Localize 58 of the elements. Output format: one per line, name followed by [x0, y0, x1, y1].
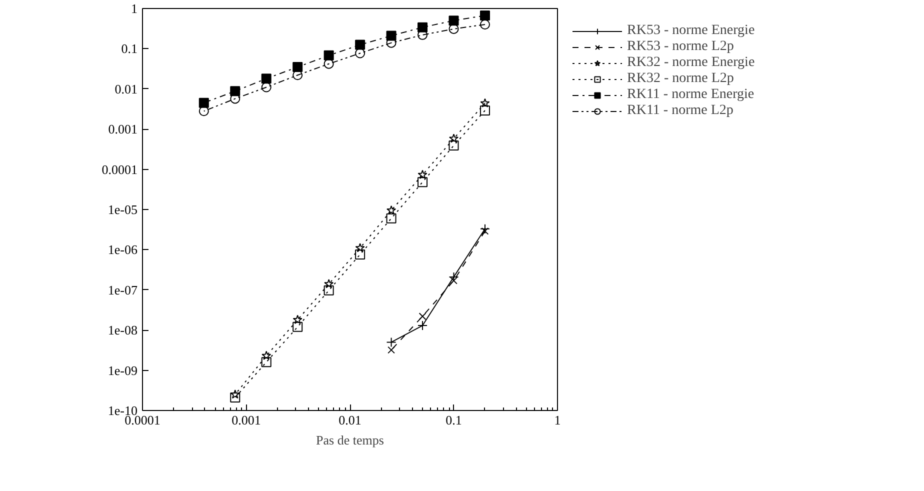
legend-label: RK53 - norme Energie — [627, 23, 755, 39]
point — [418, 22, 428, 32]
point — [355, 48, 366, 58]
point — [324, 58, 334, 69]
legend-label: RK11 - norme L2p — [627, 103, 734, 119]
point — [480, 106, 490, 116]
point — [388, 346, 395, 354]
point — [418, 170, 428, 179]
point — [261, 82, 272, 92]
point — [262, 350, 272, 360]
point — [261, 357, 272, 368]
x-axis-title: Pas de temps — [316, 432, 384, 448]
point — [480, 20, 490, 30]
point — [324, 279, 334, 288]
y-tick-label: 1e-05 — [108, 202, 138, 217]
point — [481, 227, 489, 235]
x-tick-label: 0.001 — [232, 412, 261, 428]
legend-label: RK32 - norme L2p — [627, 71, 734, 87]
legend-label: RK11 - norme Energie — [627, 87, 754, 103]
x-tick-label: 1 — [554, 412, 561, 428]
point — [386, 213, 396, 224]
x-tick-label: 0.1 — [446, 412, 462, 428]
point — [480, 98, 490, 108]
point — [355, 249, 366, 260]
point — [386, 205, 396, 215]
point — [450, 276, 458, 284]
x-tick-label: 0.01 — [338, 412, 362, 428]
point — [324, 50, 334, 60]
y-tick-label: 1e-08 — [108, 322, 138, 338]
point — [261, 74, 272, 84]
point — [418, 312, 426, 320]
point — [230, 390, 240, 399]
point — [292, 62, 303, 72]
point — [292, 322, 303, 332]
y-tick-label: 1e-06 — [108, 242, 138, 258]
point — [198, 106, 209, 116]
y-tick-label: 0.0001 — [102, 162, 138, 177]
y-tick-label: 0.001 — [108, 122, 138, 137]
y-tick-label: 0.01 — [114, 81, 138, 96]
point — [198, 98, 209, 108]
point — [448, 16, 459, 26]
y-tick-label: 1e-07 — [108, 282, 138, 298]
point — [230, 86, 240, 96]
point — [448, 134, 459, 143]
legend-label: RK32 - norme Energie — [627, 55, 755, 71]
point — [355, 40, 366, 50]
point — [324, 285, 334, 296]
point — [480, 10, 490, 20]
point — [418, 177, 428, 188]
y-tick-label: 0.1 — [121, 41, 138, 56]
y-tick-label: 1e-09 — [108, 362, 138, 378]
y-tick-label: 1 — [131, 1, 138, 16]
legend-label: RK53 - norme L2p — [627, 39, 734, 55]
point — [386, 30, 396, 41]
point — [292, 314, 302, 324]
point — [448, 140, 459, 151]
point — [230, 392, 240, 403]
point — [355, 243, 365, 252]
